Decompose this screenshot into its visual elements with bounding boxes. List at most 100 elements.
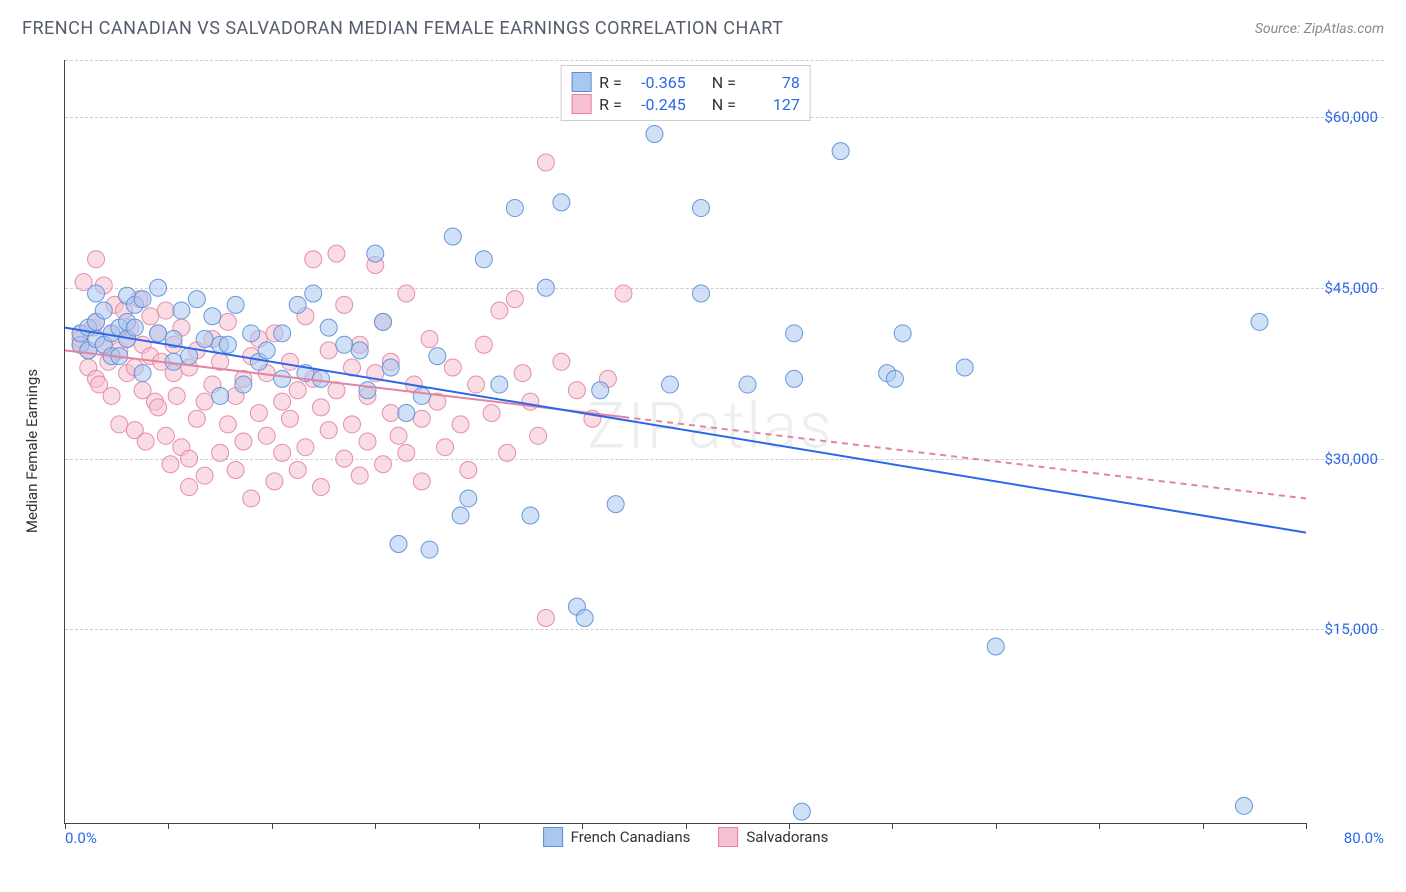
data-point bbox=[429, 348, 446, 365]
data-point bbox=[196, 331, 213, 348]
stat-label-n: N = bbox=[712, 95, 736, 114]
data-point bbox=[181, 479, 198, 496]
data-point bbox=[491, 302, 508, 319]
legend-item-1: French Canadians bbox=[543, 827, 691, 847]
data-point bbox=[281, 410, 298, 427]
data-point bbox=[530, 427, 547, 444]
data-point bbox=[243, 325, 260, 342]
legend-label-1: French Canadians bbox=[571, 828, 691, 846]
data-point bbox=[312, 479, 329, 496]
data-point bbox=[336, 296, 353, 313]
data-point bbox=[398, 285, 415, 302]
data-point bbox=[196, 393, 213, 410]
x-axis-tick bbox=[479, 823, 480, 829]
data-point bbox=[514, 365, 531, 382]
data-point bbox=[786, 370, 803, 387]
data-point bbox=[390, 427, 407, 444]
swatch-series2 bbox=[571, 94, 591, 114]
x-axis-tick bbox=[1099, 823, 1100, 829]
data-point bbox=[227, 296, 244, 313]
data-point bbox=[258, 427, 275, 444]
x-axis-tick bbox=[65, 823, 66, 829]
x-axis-tick bbox=[272, 823, 273, 829]
data-point bbox=[483, 405, 500, 422]
data-point bbox=[661, 376, 678, 393]
data-point bbox=[162, 456, 179, 473]
x-axis-tick bbox=[1306, 823, 1307, 829]
series2-r-value: -0.245 bbox=[630, 95, 686, 114]
data-point bbox=[88, 251, 105, 268]
data-point bbox=[258, 342, 275, 359]
data-point bbox=[615, 285, 632, 302]
data-point bbox=[150, 399, 167, 416]
data-point bbox=[188, 410, 205, 427]
data-point bbox=[607, 496, 624, 513]
data-point bbox=[987, 638, 1004, 655]
data-point bbox=[142, 308, 159, 325]
data-point bbox=[398, 444, 415, 461]
y-tick-label: $60,000 bbox=[1324, 108, 1378, 126]
x-axis-end-label: 80.0% bbox=[1344, 829, 1384, 847]
data-point bbox=[886, 370, 903, 387]
data-point bbox=[281, 353, 298, 370]
data-point bbox=[351, 467, 368, 484]
plot-area: Median Female Earnings ZIPatlas R = -0.3… bbox=[42, 50, 1384, 852]
data-point bbox=[134, 365, 151, 382]
data-point bbox=[312, 370, 329, 387]
data-point bbox=[297, 439, 314, 456]
data-point bbox=[157, 427, 174, 444]
stat-label-r: R = bbox=[599, 95, 622, 114]
data-point bbox=[134, 291, 151, 308]
series1-r-value: -0.365 bbox=[630, 73, 686, 92]
data-point bbox=[460, 490, 477, 507]
data-point bbox=[320, 319, 337, 336]
data-point bbox=[499, 444, 516, 461]
data-point bbox=[219, 336, 236, 353]
data-point bbox=[421, 541, 438, 558]
y-tick-label: $45,000 bbox=[1324, 279, 1378, 297]
data-point bbox=[475, 336, 492, 353]
stats-box: R = -0.365 N = 78 R = -0.245 N = 127 bbox=[560, 65, 811, 121]
data-point bbox=[95, 302, 112, 319]
data-point bbox=[343, 416, 360, 433]
series1-n-value: 78 bbox=[744, 73, 800, 92]
data-point bbox=[956, 359, 973, 376]
legend-item-2: Salvadorans bbox=[718, 827, 828, 847]
data-point bbox=[693, 200, 710, 217]
data-point bbox=[266, 473, 283, 490]
chart-title: FRENCH CANADIAN VS SALVADORAN MEDIAN FEM… bbox=[22, 18, 783, 39]
y-axis-label: Median Female Earnings bbox=[23, 369, 41, 533]
data-point bbox=[88, 285, 105, 302]
data-point bbox=[320, 342, 337, 359]
data-point bbox=[576, 610, 593, 627]
data-point bbox=[568, 382, 585, 399]
data-point bbox=[522, 507, 539, 524]
x-axis-tick bbox=[892, 823, 893, 829]
data-point bbox=[157, 302, 174, 319]
data-point bbox=[537, 279, 554, 296]
data-point bbox=[289, 296, 306, 313]
data-point bbox=[305, 251, 322, 268]
data-point bbox=[235, 376, 252, 393]
data-point bbox=[181, 450, 198, 467]
data-point bbox=[173, 302, 190, 319]
data-point bbox=[274, 325, 291, 342]
data-point bbox=[452, 416, 469, 433]
x-axis-tick bbox=[996, 823, 997, 829]
data-point bbox=[126, 319, 143, 336]
data-point bbox=[289, 382, 306, 399]
data-point bbox=[359, 382, 376, 399]
data-point bbox=[336, 450, 353, 467]
data-point bbox=[188, 291, 205, 308]
data-point bbox=[375, 456, 392, 473]
data-point bbox=[382, 359, 399, 376]
data-point bbox=[243, 490, 260, 507]
data-point bbox=[444, 359, 461, 376]
x-axis-tick bbox=[375, 823, 376, 829]
legend-swatch-1 bbox=[543, 827, 563, 847]
data-point bbox=[506, 291, 523, 308]
data-point bbox=[219, 416, 236, 433]
data-point bbox=[382, 405, 399, 422]
data-point bbox=[468, 376, 485, 393]
data-point bbox=[894, 325, 911, 342]
